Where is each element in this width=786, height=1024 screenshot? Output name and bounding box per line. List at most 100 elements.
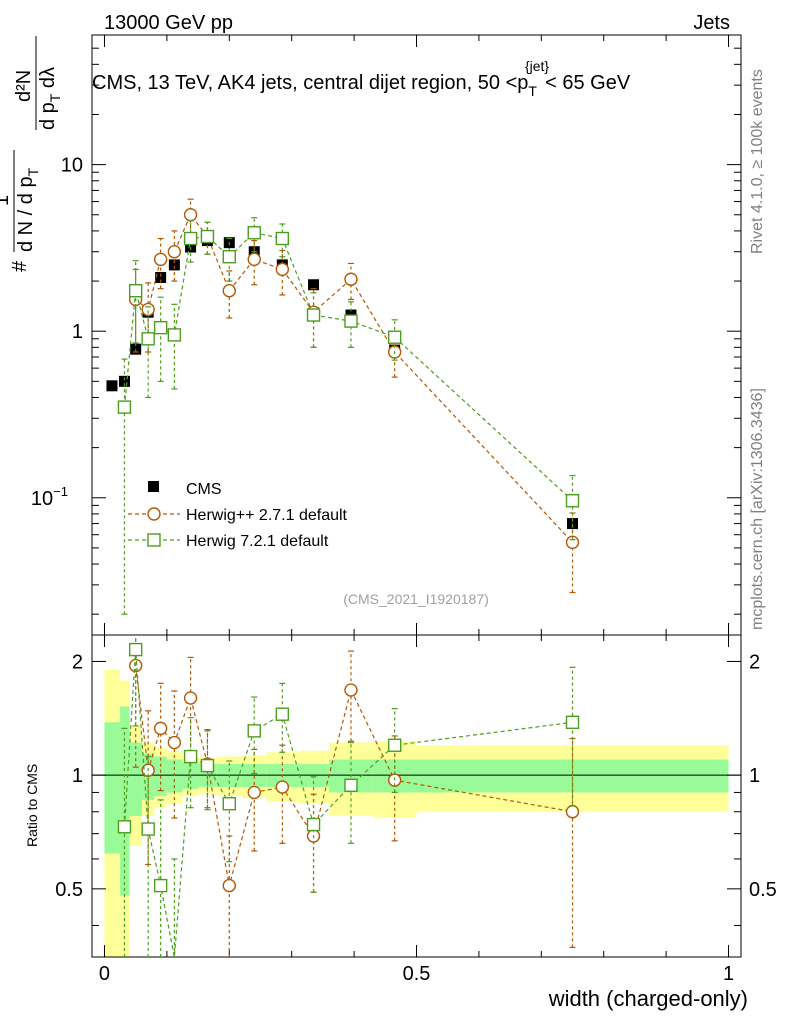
plot-title-main: CMS, 13 TeV, AK4 jets, central dijet reg… [92, 72, 528, 94]
series-point-ratio [247, 785, 261, 800]
series-point-ratio [222, 878, 236, 893]
series-point-main [247, 252, 261, 267]
y-tick-label-ratio-right: 0.5 [749, 879, 777, 901]
y-tick-exponent: −1 [53, 484, 68, 499]
series-point-main [222, 284, 236, 298]
y-axis-label-ratio: Ratio to CMS [24, 764, 40, 847]
series-herwig7 [117, 217, 580, 958]
header-jets-label: Jets [693, 12, 730, 34]
series-cms [106, 235, 579, 530]
series-point-main [275, 231, 290, 246]
ylabel-hash: # [9, 260, 31, 272]
series-point-ratio [387, 738, 402, 752]
legend-herwig7-marker [147, 533, 161, 547]
series-point-ratio [275, 707, 290, 721]
x-tick-label: 1 [723, 963, 734, 985]
series-point-main [306, 308, 321, 322]
svg-text:d pT dλ: d pT dλ [37, 67, 63, 130]
axis-ticks: 0 0.5 1 10−1 1 10 0.5 0.5 1 1 2 2 [31, 34, 777, 985]
ratio-uncertainty-bands [92, 669, 741, 957]
series-point-main [565, 494, 580, 508]
svg-text:d N / d pT: d N / d pT [15, 167, 41, 252]
series-point-main [183, 231, 198, 246]
series-point-main [275, 262, 290, 277]
series-point-main [247, 226, 261, 240]
series-point-ratio [128, 642, 143, 657]
y-tick-label-main: 10−1 [31, 484, 68, 510]
series-point-ratio [141, 822, 155, 836]
series-point-ratio [565, 715, 580, 730]
ylabel-hash-2: # [0, 136, 1, 148]
cms-data-point [168, 259, 180, 271]
legend: CMS Herwig++ 2.7.1 default Herwig 7.2.1 … [128, 481, 348, 550]
plot-title-end: < 65 GeV [545, 72, 631, 94]
legend-herwig7-label: Herwig 7.2.1 default [186, 533, 329, 550]
series-point-ratio [200, 758, 215, 773]
band-inner-bin [120, 706, 130, 896]
plot-title: CMS, 13 TeV, AK4 jets, central dijet reg… [92, 58, 631, 99]
y-axis-label-main: # d N / d pT 1 # d pT dλ d²N # [0, 36, 63, 272]
series-point-ratio [167, 735, 182, 750]
series-point-main [200, 229, 215, 244]
ylabel-frac2-den-sub: T [47, 93, 63, 102]
ylabel-frac2-den: d p [37, 102, 59, 130]
ylabel-frac2-den-end: dλ [37, 67, 59, 94]
series-point-main [344, 272, 358, 286]
series-point-ratio [306, 817, 321, 832]
band-inner-bin [104, 722, 121, 854]
x-tick-label: 0 [99, 963, 110, 985]
analysis-watermark: (CMS_2021_I1920187) [343, 591, 489, 607]
legend-herwigpp-marker [147, 507, 161, 521]
series-point-main [141, 302, 155, 317]
series-point-ratio [247, 724, 261, 738]
plot-title-sup: {jet} [525, 58, 549, 74]
y-tick-label-ratio-right: 2 [749, 651, 760, 673]
svg-text:#: # [9, 260, 31, 272]
series-point-main [167, 328, 182, 342]
series-point-ratio [222, 797, 236, 811]
mcplots-label: mcplots.cern.ch [arXiv:1306.3436] [749, 388, 766, 630]
series-point-main [344, 314, 358, 328]
legend-herwigpp-label: Herwig++ 2.7.1 default [186, 507, 348, 524]
y-tick-label-ratio: 0.5 [55, 879, 83, 901]
ylabel-frac1-den-sub: T [25, 167, 41, 176]
y-tick-label-main: 1 [72, 321, 83, 343]
x-axis-label: width (charged-only) [548, 986, 748, 1011]
series-point-main [222, 250, 236, 264]
cms-data-point [106, 380, 118, 392]
series-point-ratio [117, 820, 132, 834]
ylabel-frac1-num: 1 [0, 195, 13, 206]
series-point-main [128, 284, 143, 298]
svg-text:#: # [0, 40, 5, 52]
series-point-main [153, 252, 168, 267]
series-point-main [167, 245, 182, 259]
series-point-ratio [344, 683, 358, 697]
cms-data-point [308, 279, 320, 291]
svg-text:d²N: d²N [13, 70, 35, 102]
series-point-ratio [275, 780, 290, 794]
series-point-ratio [344, 778, 358, 792]
header-energy-label: 13000 GeV pp [104, 12, 233, 34]
series-point-ratio [183, 749, 198, 764]
y-tick-label-main: 10 [61, 155, 83, 177]
series-point-ratio [153, 721, 168, 736]
series-line-main [123, 232, 573, 502]
series-point-main [153, 320, 168, 335]
cms-data-point [185, 241, 197, 253]
cms-data-point [118, 375, 130, 387]
rivet-label: Rivet 4.1.0, ≥ 100k events [749, 69, 766, 254]
series-point-ratio [183, 691, 198, 705]
series-point-ratio [565, 805, 580, 819]
series-point-ratio [153, 878, 168, 893]
y-tick-label-ratio: 1 [72, 765, 83, 787]
series-point-main [183, 208, 198, 222]
x-tick-label: 0.5 [403, 963, 431, 985]
series-point-main [141, 332, 155, 346]
ylabel-frac1-den: d N / d p [15, 176, 37, 252]
cms-data-point [155, 272, 167, 284]
legend-cms-label: CMS [186, 481, 222, 498]
series-layer [106, 198, 580, 958]
ylabel-hash-3: # [0, 40, 5, 52]
ylabel-frac2-num: d²N [13, 70, 35, 102]
